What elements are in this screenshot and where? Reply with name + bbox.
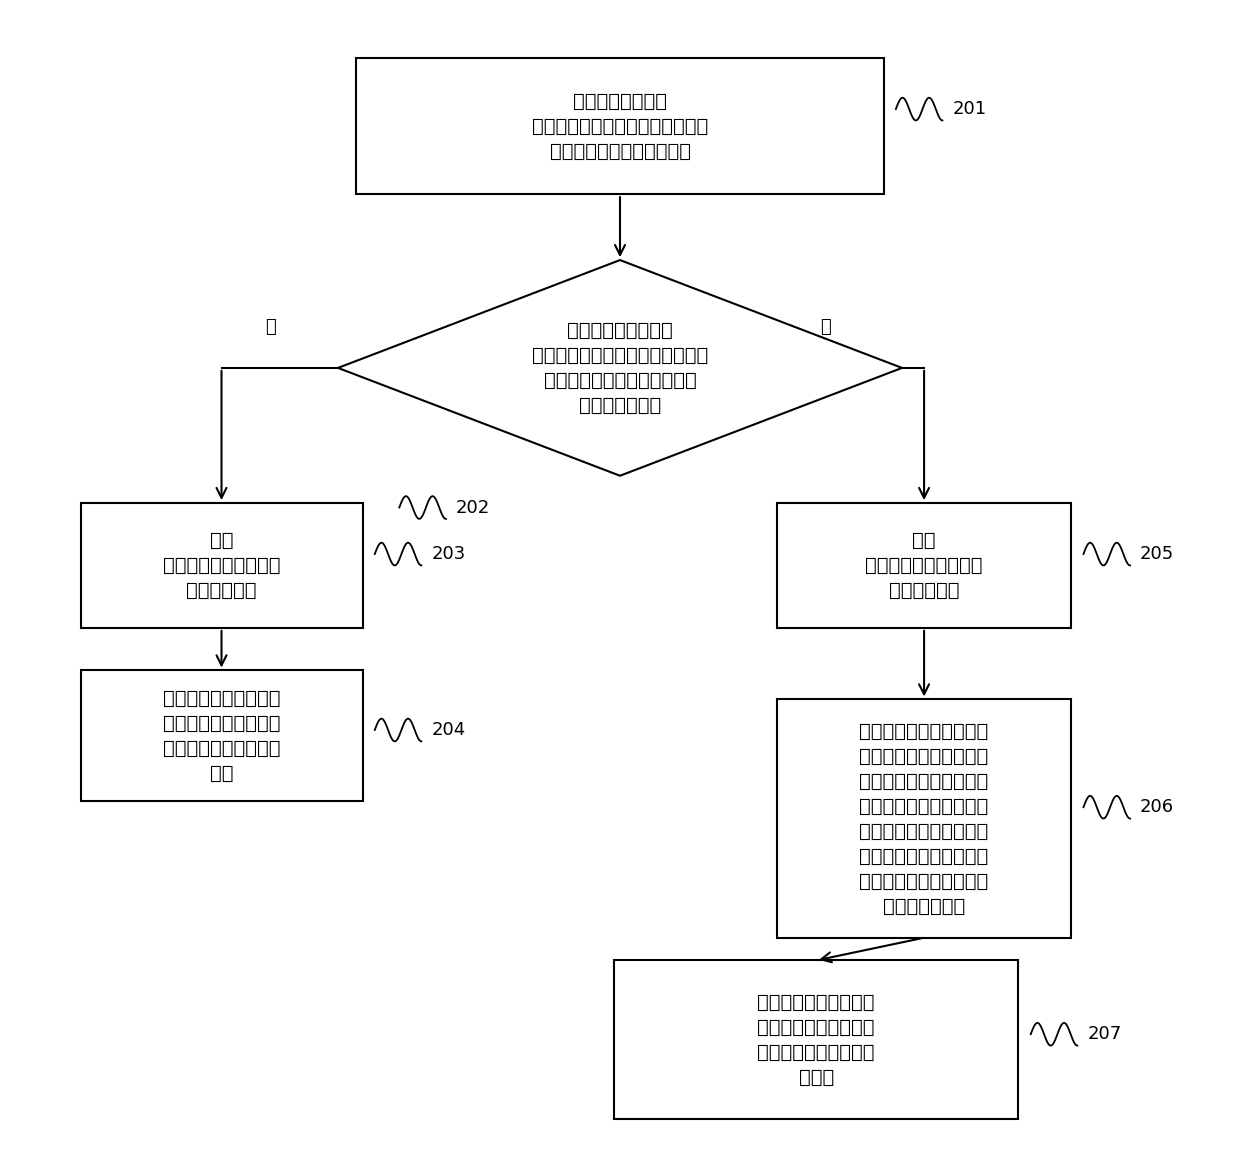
FancyBboxPatch shape xyxy=(777,503,1071,627)
Text: 目标处理器处理数据包
并将处理结果存储在目
标操作系统所在的存储
分区中: 目标处理器处理数据包 并将处理结果存储在目 标操作系统所在的存储 分区中 xyxy=(758,993,875,1087)
Text: 203: 203 xyxy=(432,545,465,563)
Text: 206: 206 xyxy=(1140,799,1174,816)
Text: 一级处理器向运行
在与一级处理器连接的存储分区上
的第一操作系统发送数据包: 一级处理器向运行 在与一级处理器连接的存储分区上 的第一操作系统发送数据包 xyxy=(532,92,708,161)
Text: 一级处理器向自身连接的
下一级处理器转发数据包
和目标处理器标识，一级
处理器连接的下一级处理
器向自身连接的下一级处
理器转发数据包和目标处
理器标识，直至数: 一级处理器向自身连接的 下一级处理器转发数据包 和目标处理器标识，一级 处理器连… xyxy=(859,722,988,916)
FancyBboxPatch shape xyxy=(614,961,1018,1119)
Text: 第一
操作系统向一级处理器
发送转发指令: 第一 操作系统向一级处理器 发送转发指令 xyxy=(866,531,983,600)
FancyBboxPatch shape xyxy=(81,670,362,801)
Text: 201: 201 xyxy=(952,100,986,118)
Text: 否: 否 xyxy=(821,318,831,336)
FancyBboxPatch shape xyxy=(777,700,1071,938)
Text: 207: 207 xyxy=(1087,1025,1121,1043)
Text: 第一操作系统根据数
据包判定目标操作系统是否为与一
级处理器连接的存储分区运行
的第一操作系统: 第一操作系统根据数 据包判定目标操作系统是否为与一 级处理器连接的存储分区运行 … xyxy=(532,321,708,415)
Text: 一级处理器处理数据包
并将处理结果存储在一
级处理器连接的存储分
区中: 一级处理器处理数据包 并将处理结果存储在一 级处理器连接的存储分 区中 xyxy=(162,688,280,782)
FancyBboxPatch shape xyxy=(81,503,362,627)
Text: 204: 204 xyxy=(432,722,465,739)
FancyBboxPatch shape xyxy=(356,57,884,194)
Text: 是: 是 xyxy=(265,318,277,336)
Text: 第一
操作系统向一级处理器
发送执行指令: 第一 操作系统向一级处理器 发送执行指令 xyxy=(162,531,280,600)
Text: 202: 202 xyxy=(456,499,490,517)
Polygon shape xyxy=(339,260,901,476)
Text: 205: 205 xyxy=(1140,545,1174,563)
